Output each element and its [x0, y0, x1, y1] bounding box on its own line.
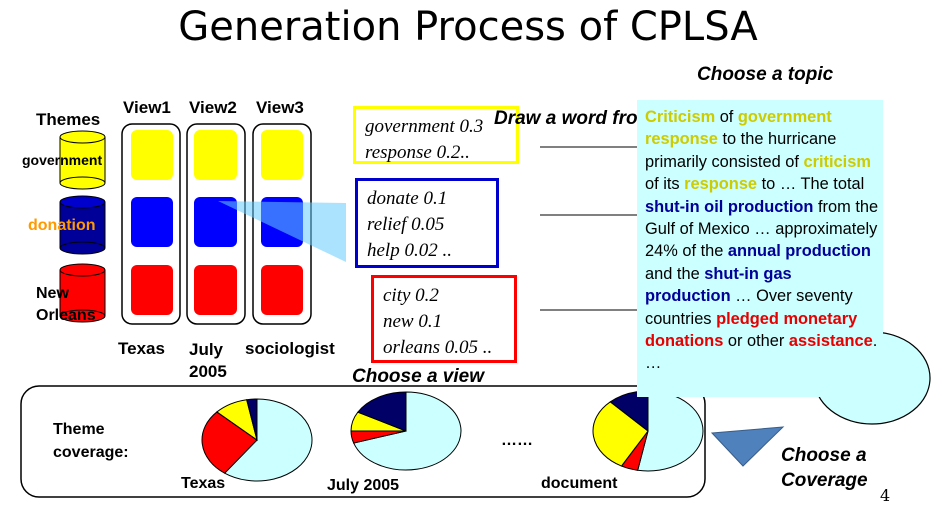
view1-header: View1: [123, 98, 171, 117]
theme-label-donation: donation: [28, 217, 96, 234]
document-text-segment: . …: [645, 332, 878, 373]
keyword-r: pledged monetary donations: [645, 309, 858, 351]
document-text-segment: or other: [723, 332, 789, 351]
view1-column: [121, 123, 181, 325]
keyword-b: shut-in oil production: [645, 197, 814, 216]
keyword-y: response: [684, 175, 758, 194]
keyword-r: assistance: [788, 332, 873, 351]
coverage-box: [20, 385, 706, 498]
keyword-b: shut-in gas production: [645, 264, 792, 306]
coverage-pie-1: [350, 391, 462, 471]
coverage-label-july: July 2005: [327, 477, 400, 494]
coverage-label-texas: Texas: [181, 475, 226, 492]
keyword-y: criticism: [803, 152, 871, 171]
coverage-pie-2: [592, 390, 704, 472]
view3-footer: sociologist: [245, 339, 335, 358]
view1-footer: Texas: [118, 339, 165, 358]
view2-column: [186, 123, 246, 325]
word-item: help 0.02 ..: [367, 240, 452, 261]
coverage-pie-0: [201, 398, 313, 482]
keyword-y: Criticism: [645, 108, 716, 126]
document-text-segment: and the: [645, 264, 705, 283]
cylinder-government: [59, 130, 106, 190]
cylinder-donation: [59, 195, 106, 255]
view-callout-wedge: [218, 201, 346, 262]
document-text-segment: to … The total: [757, 175, 865, 194]
document-text-segment: to the hurricane primarily consisted of: [645, 130, 837, 171]
word-item: city 0.2: [383, 285, 439, 306]
choose-topic-label: Choose a topic: [697, 64, 834, 85]
page-number: 4: [880, 486, 891, 505]
pie-slice-donation: [246, 398, 258, 441]
word-item: new 0.1: [383, 311, 443, 332]
pie-slice-government: [592, 401, 649, 467]
cylinder-new-orleans: [59, 263, 106, 323]
pie-slice-background: [223, 398, 313, 482]
document-text-segment: … Over seventy countries: [645, 287, 853, 328]
draw-word-label: Draw a word from: [494, 108, 637, 129]
document-text-segment: from the Gulf of Mexico … approximately …: [645, 197, 879, 261]
word-item: relief 0.05: [367, 214, 445, 235]
choose-coverage-label: Choose a Coverage: [781, 445, 868, 491]
page-title: Generation Process of CPLSA: [178, 4, 758, 50]
word-item: government 0.3: [365, 116, 484, 137]
word-item: response 0.2..: [365, 142, 470, 163]
document-text-segment: of its: [645, 175, 685, 194]
document-text-segment: of: [715, 108, 738, 126]
document-text: Criticism of government response to the …: [637, 100, 883, 397]
themes-header: Themes: [36, 110, 101, 129]
view3-header: View3: [256, 98, 304, 117]
pie-slice-background: [352, 391, 462, 471]
keyword-b: annual production: [727, 242, 871, 261]
word-dist-donation: donate 0.1 relief 0.05 help 0.02 ..: [355, 178, 499, 268]
word-dist-government: government 0.3 response 0.2..: [353, 106, 519, 164]
theme-label-government: government: [22, 152, 103, 168]
pie-slice-donation: [356, 391, 407, 432]
theme-label-new-orleans: New Orleans: [36, 285, 96, 324]
theme-coverage-label: Theme coverage:: [53, 421, 129, 461]
coverage-ellipsis: ……: [501, 432, 533, 449]
word-item: donate 0.1: [367, 188, 448, 209]
keyword-y: government response: [645, 108, 832, 149]
view2-footer: July 2005: [189, 340, 227, 381]
word-dist-new-orleans: city 0.2 new 0.1 orleans 0.05 ..: [371, 275, 517, 363]
coverage-label-document: document: [541, 475, 618, 492]
word-item: orleans 0.05 ..: [383, 337, 493, 358]
pie-slice-new-orleans: [201, 411, 258, 474]
view2-header: View2: [189, 98, 237, 117]
coverage-arrow: [710, 426, 785, 467]
choose-view-label: Choose a view: [352, 366, 484, 387]
